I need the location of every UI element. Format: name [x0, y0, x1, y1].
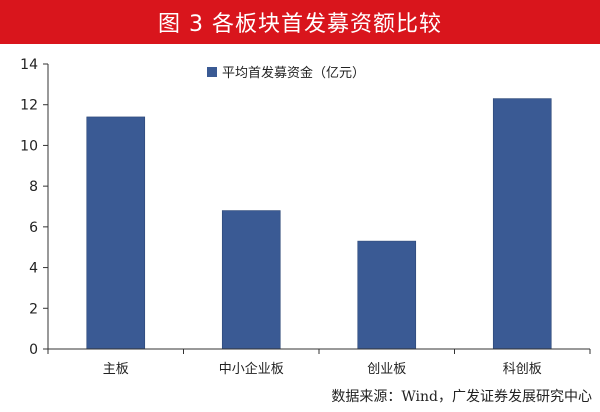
data-source-note: 数据来源：Wind，广发证券发展研究中心 — [331, 389, 592, 405]
bar — [357, 240, 417, 350]
x-category-label: 科创板 — [503, 362, 542, 377]
x-category-label: 中小企业板 — [219, 361, 284, 377]
legend-label: 平均首发募资金（亿元） — [222, 65, 365, 81]
legend: 平均首发募资金（亿元） — [207, 65, 365, 81]
bar — [492, 98, 552, 350]
title-bar: 图 3 各板块首发募资额比较 — [0, 0, 600, 44]
y-tick-label: 2 — [29, 301, 38, 317]
bar-series — [86, 98, 552, 350]
bar-chart: 0 2 4 6 8 10 12 14 主板 中小企业板 创业板 科创板 平均首发募资金（亿元） — [20, 57, 591, 377]
y-tick-label: 4 — [29, 261, 38, 277]
y-tick-label: 10 — [20, 138, 38, 154]
bar — [86, 116, 146, 350]
x-category-label: 创业板 — [367, 362, 406, 377]
y-axis-ticks: 0 2 4 6 8 10 12 14 — [20, 57, 49, 358]
y-tick-label: 12 — [20, 98, 38, 114]
y-tick-label: 6 — [29, 220, 38, 236]
y-tick-label: 14 — [20, 57, 38, 73]
x-category-label: 主板 — [103, 362, 129, 377]
x-axis: 主板 中小企业板 创业板 科创板 — [47, 348, 591, 377]
y-tick-label: 0 — [29, 342, 38, 358]
legend-swatch — [207, 67, 217, 77]
y-tick-label: 8 — [29, 179, 38, 195]
bar — [221, 210, 281, 350]
chart-title: 图 3 各板块首发募资额比较 — [158, 12, 442, 37]
